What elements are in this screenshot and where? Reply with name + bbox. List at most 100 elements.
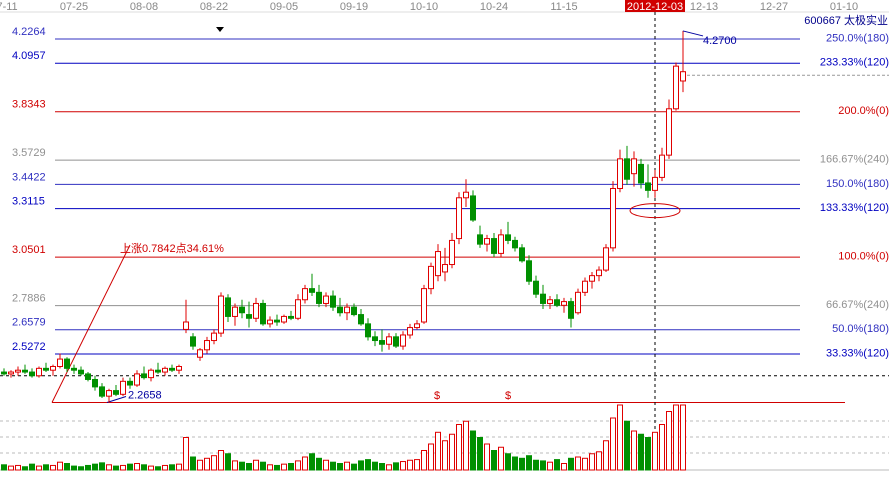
candle-body [344, 306, 350, 314]
candle-body [64, 358, 70, 369]
candle-body [596, 269, 602, 277]
volume-bar [295, 460, 301, 471]
x-tick-label: 09-19 [340, 1, 368, 13]
volume-bar [365, 459, 371, 471]
volume-bar [330, 461, 336, 471]
volume-bar [582, 457, 588, 471]
candle-body [316, 291, 322, 304]
candle-body [421, 288, 427, 323]
dividend-marker: $ [505, 390, 511, 402]
volume-bar [316, 457, 322, 471]
candle-body [526, 260, 532, 282]
volume-bar [162, 464, 168, 471]
candle-body [512, 239, 518, 249]
candle-body [617, 158, 623, 190]
volume-bar [659, 424, 665, 471]
volume-bar [603, 440, 609, 471]
candle-body [8, 371, 14, 375]
rise-label: 上涨0.7842点34.61% [120, 242, 224, 255]
volume-bar [519, 457, 525, 471]
y-tick-label: 4.2264 [12, 26, 46, 38]
volume-bar [372, 461, 378, 471]
candle-body [169, 367, 175, 371]
candle-body [645, 182, 651, 191]
candle-body [225, 297, 231, 317]
volume-bar [267, 464, 273, 471]
candle-body [15, 369, 21, 373]
volume-bar [470, 430, 476, 471]
candle-body [260, 302, 266, 325]
candle-body [232, 306, 238, 317]
candle-body [554, 299, 560, 306]
volume-bar [505, 453, 511, 471]
candle-body [50, 365, 56, 371]
volume-bar [512, 456, 518, 471]
candle-body [652, 176, 658, 191]
level-label-bg [800, 347, 889, 361]
candle-body [631, 158, 637, 175]
volume-bar [218, 450, 224, 471]
level-label: 200.0%(0) [838, 105, 889, 117]
candle-body [456, 197, 462, 240]
volume-bar [589, 453, 595, 471]
candle-body [197, 349, 203, 358]
low-label: 2.2658 [128, 389, 162, 401]
volume-bar [554, 459, 560, 471]
candle-body [470, 195, 476, 221]
volume-bar [323, 459, 329, 471]
candle-body [176, 365, 182, 371]
volume-bar [36, 465, 42, 471]
volume-bar [106, 464, 112, 471]
pointer-marker [216, 27, 224, 32]
candle-body [659, 154, 665, 178]
candle-body [533, 280, 539, 295]
volume-bar [407, 459, 413, 471]
level-label-bg [800, 32, 889, 46]
volume-bar [645, 437, 651, 471]
candle-body [211, 332, 217, 342]
volume-bar [624, 420, 630, 471]
cursor-ellipse [629, 203, 681, 219]
y-tick-label: 4.0957 [12, 50, 46, 62]
volume-bar [337, 463, 343, 471]
candle-body [400, 334, 406, 347]
volume-bar [302, 456, 308, 471]
candle-body [78, 369, 84, 375]
volume-bar [414, 459, 420, 471]
level-label-bg [800, 322, 889, 336]
x-tick-label: 12-13 [690, 1, 718, 13]
candle-body [323, 295, 329, 304]
level-label: 66.67%(240) [826, 299, 889, 311]
rise-line [51, 244, 131, 403]
candle-body [519, 247, 525, 262]
volume-bar [127, 463, 133, 471]
y-tick-label: 3.3115 [12, 196, 45, 208]
candle-body [477, 234, 483, 245]
volume-bar [610, 417, 616, 471]
volume-bar [379, 463, 385, 471]
volume-bar [246, 463, 252, 471]
volume-bar [575, 456, 581, 471]
volume-bar [169, 464, 175, 471]
candle-body [414, 323, 420, 329]
volume-bar [29, 463, 35, 471]
candle-body [281, 315, 287, 323]
dividend-marker: $ [434, 390, 440, 402]
volume-bar [85, 464, 91, 471]
level-label: 233.33%(120) [820, 57, 889, 69]
volume-bar [71, 465, 77, 471]
candle-body [71, 367, 77, 371]
x-tick-label: 12-27 [760, 1, 788, 13]
candle-body [239, 306, 245, 314]
y-tick-label: 2.7886 [12, 292, 46, 304]
x-tick-label: 07-11 [0, 1, 18, 13]
volume-bar [428, 443, 434, 471]
candle-body [190, 336, 196, 347]
volume-bar [400, 461, 406, 471]
x-tick-label: 08-22 [200, 1, 228, 13]
volume-bar [484, 443, 490, 471]
volume-bar [8, 465, 14, 471]
volume-bar [547, 461, 553, 471]
volume-bar [673, 404, 679, 471]
